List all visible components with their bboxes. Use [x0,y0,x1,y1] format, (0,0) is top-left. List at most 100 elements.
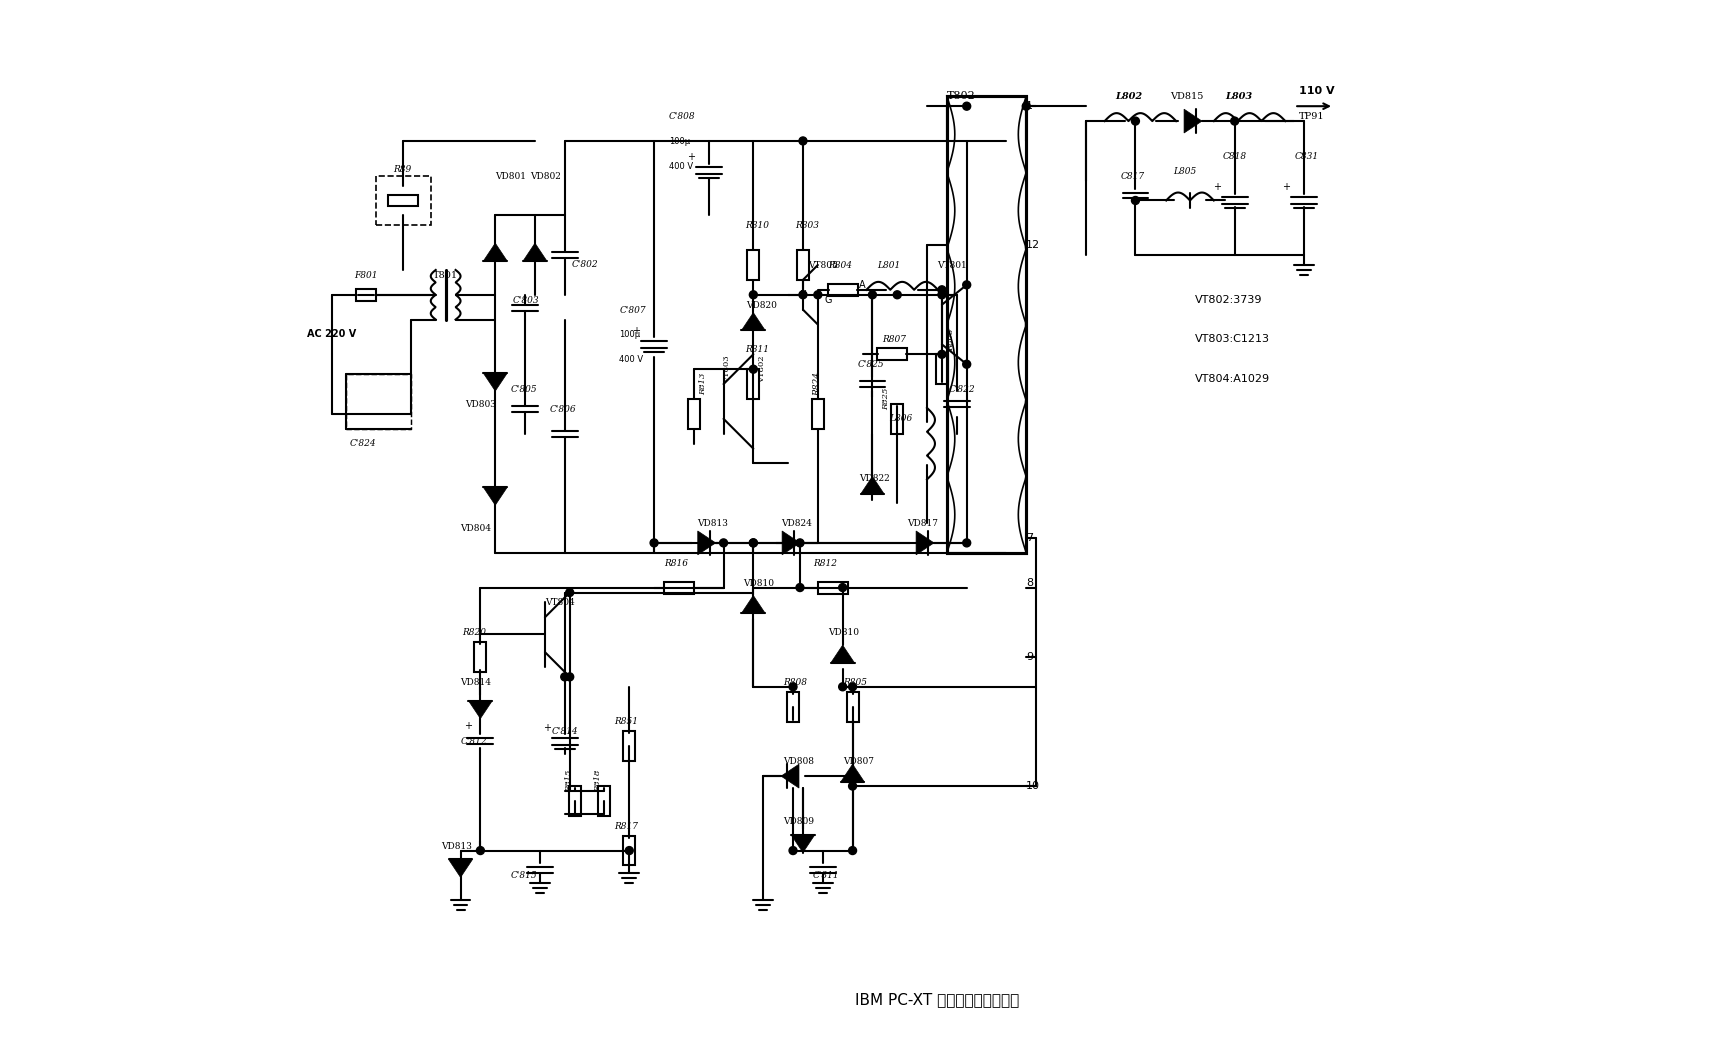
Text: R803: R803 [795,222,819,230]
Text: VT803: VT803 [723,356,731,383]
Text: K: K [800,289,806,300]
Circle shape [1023,102,1030,110]
Text: VT802: VT802 [759,356,766,383]
Text: C'825: C'825 [857,360,885,370]
Circle shape [799,290,807,299]
Text: C'812: C'812 [461,737,486,747]
Bar [828,284,857,296]
Text: R808: R808 [783,678,807,686]
Text: R805: R805 [842,678,866,686]
Circle shape [561,673,569,681]
Bar [892,404,904,434]
Text: VT803:C1213: VT803:C1213 [1195,335,1270,344]
Polygon shape [448,860,473,878]
Bar [947,96,1026,552]
Polygon shape [861,476,885,494]
Text: L802: L802 [1116,92,1142,101]
Text: C'824: C'824 [350,438,376,448]
Text: 12: 12 [1026,240,1040,250]
Bar [599,786,611,816]
Text: VT801: VT801 [937,261,966,270]
Text: R808: R808 [947,328,956,351]
Text: +: + [464,721,473,732]
Text: VT805: VT805 [807,261,838,270]
Bar [812,399,825,429]
Circle shape [838,683,847,691]
Text: VT804:A1029: VT804:A1029 [1195,374,1270,384]
Polygon shape [483,487,507,505]
Circle shape [1132,117,1140,125]
Circle shape [849,683,857,691]
Text: VD807: VD807 [842,757,873,767]
Circle shape [814,290,821,299]
Circle shape [963,102,971,110]
Bar [937,355,947,384]
Circle shape [849,847,857,854]
Text: C818: C818 [1223,152,1247,161]
Text: 7: 7 [1026,533,1033,543]
Text: R815: R815 [564,770,573,792]
Text: R816: R816 [664,559,688,568]
Text: VD809: VD809 [783,816,814,826]
Circle shape [749,539,757,547]
Text: R807: R807 [883,335,906,344]
Text: VD803: VD803 [466,400,497,409]
Text: L805: L805 [1173,167,1197,175]
Circle shape [938,351,945,358]
Text: 9: 9 [1026,652,1033,662]
Text: +: + [687,152,695,163]
Text: +: + [543,723,550,733]
Bar [664,582,693,593]
Circle shape [566,588,574,597]
Text: G: G [825,295,831,305]
Text: C'802: C'802 [571,261,599,269]
Text: +: + [1282,182,1290,192]
Polygon shape [781,765,799,788]
Circle shape [650,539,657,547]
Bar [787,692,799,721]
Text: C'808: C'808 [669,112,695,121]
Circle shape [566,673,574,681]
Circle shape [788,683,797,691]
Polygon shape [831,645,854,663]
Text: 100μ: 100μ [669,137,690,146]
Circle shape [788,847,797,854]
Text: VD813: VD813 [697,518,728,528]
Text: TP91: TP91 [1299,112,1325,120]
Bar [357,288,376,301]
Text: AC 220 V: AC 220 V [307,329,355,339]
Text: C'803: C'803 [512,296,538,305]
Text: 100μ: 100μ [619,331,640,339]
Circle shape [1230,117,1239,125]
Text: R89: R89 [393,165,411,173]
Circle shape [963,360,971,369]
Circle shape [838,584,847,591]
Bar [847,692,859,721]
Polygon shape [742,313,766,331]
Text: VD810: VD810 [828,628,859,637]
Text: R813: R813 [699,373,707,395]
Text: 10: 10 [1026,781,1040,791]
Bar [818,582,847,593]
Text: VD817: VD817 [907,518,938,528]
Circle shape [624,847,633,854]
Text: R804: R804 [828,261,852,270]
Polygon shape [697,531,716,554]
Bar [623,732,635,761]
Circle shape [795,584,804,591]
Polygon shape [523,243,547,261]
Polygon shape [469,701,492,718]
Circle shape [749,290,757,299]
Text: VD824: VD824 [781,518,812,528]
Text: VD810: VD810 [743,579,775,587]
Polygon shape [781,531,800,554]
Text: VT804: VT804 [545,599,574,607]
Text: R817: R817 [614,822,638,831]
Text: R824: R824 [812,372,821,396]
Bar [688,399,700,429]
Text: +: + [633,326,640,336]
Text: VD822: VD822 [859,474,890,484]
Circle shape [849,782,857,790]
Bar [569,786,581,816]
Bar [388,194,417,206]
